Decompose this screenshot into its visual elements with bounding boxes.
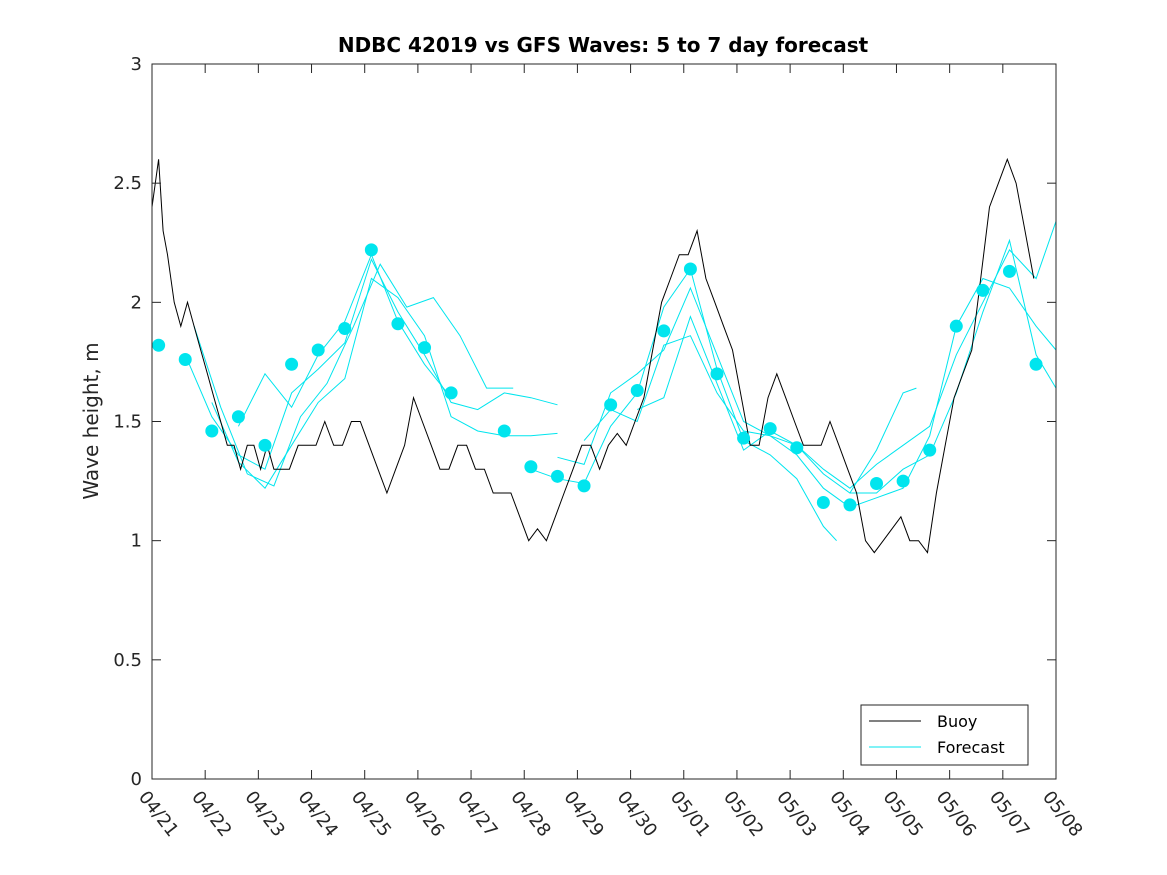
x-tick-label: 04/23 [240, 787, 288, 841]
x-tick-label: 05/01 [666, 787, 714, 841]
legend: Buoy Forecast [860, 704, 1029, 766]
forecast-point [683, 262, 697, 276]
forecast-point [763, 422, 777, 436]
x-tick-label: 05/03 [772, 787, 820, 841]
forecast-point [418, 341, 432, 355]
buoy-line [151, 157, 1035, 554]
y-tick-label: 2 [131, 292, 142, 313]
x-tick-label: 04/27 [453, 787, 501, 841]
forecast-point [870, 476, 884, 490]
forecast-point [1029, 357, 1043, 371]
forecast-line [636, 221, 1057, 489]
legend-label: Forecast [937, 738, 1005, 757]
forecast-point [816, 496, 830, 510]
forecast-line [557, 286, 917, 494]
x-tick-label: 05/08 [1038, 787, 1086, 841]
forecast-point [391, 317, 405, 331]
forecast-point [497, 424, 511, 438]
x-tick-label: 05/07 [985, 787, 1033, 841]
axes-box [151, 63, 1057, 780]
forecast-point [896, 474, 910, 488]
forecast-line [530, 267, 837, 542]
forecast-point [710, 367, 724, 381]
forecast-point [178, 353, 192, 367]
x-tick-label: 05/02 [719, 787, 767, 841]
forecast-point [524, 460, 538, 474]
forecast-point [550, 469, 564, 483]
x-tick-label: 04/22 [187, 787, 235, 841]
y-tick-label: 2.5 [113, 173, 142, 194]
forecast-point [231, 410, 245, 424]
forecast-point [923, 443, 937, 457]
forecast-point [152, 338, 166, 352]
forecast-point [338, 322, 352, 336]
y-axis-label: Wave height, m [79, 342, 103, 499]
x-tick-label: 04/26 [400, 787, 448, 841]
forecast-point [444, 386, 458, 400]
x-tick-label: 05/04 [825, 787, 873, 841]
forecast-line [583, 277, 1057, 508]
forecast-point [577, 479, 591, 493]
plot-area [151, 157, 1057, 554]
y-tick-label: 0.5 [113, 650, 142, 671]
forecast-point [311, 343, 325, 357]
forecast-point [630, 384, 644, 398]
y-tick-label: 1.5 [113, 412, 142, 433]
y-tick-label: 3 [131, 54, 142, 75]
forecast-point [843, 498, 857, 512]
x-tick-label: 04/29 [559, 787, 607, 841]
forecast-point [1002, 264, 1016, 278]
forecast-point [604, 398, 618, 412]
y-tick-label: 0 [131, 769, 142, 790]
x-tick-label: 04/30 [613, 787, 661, 841]
x-tick-label: 05/06 [932, 787, 980, 841]
forecast-point [258, 438, 272, 452]
y-tick-label: 1 [131, 531, 142, 552]
forecast-line [237, 253, 452, 427]
forecast-line [849, 238, 1057, 494]
forecast-point [976, 283, 990, 297]
forecast-point [790, 441, 804, 455]
forecast-point [657, 324, 671, 338]
x-tick-label: 04/25 [347, 787, 395, 841]
x-tick-label: 05/05 [879, 787, 927, 841]
forecast-point [737, 431, 751, 445]
forecast-point [364, 243, 378, 257]
forecast-line [184, 258, 558, 470]
legend-label: Buoy [937, 712, 977, 731]
x-tick-label: 04/24 [294, 787, 342, 841]
forecast-line [193, 263, 514, 487]
x-tick-label: 04/28 [506, 787, 554, 841]
chart-title: NDBC 42019 vs GFS Waves: 5 to 7 day fore… [338, 33, 869, 57]
forecast-point [949, 319, 963, 333]
forecast-point [285, 357, 299, 371]
forecast-point [205, 424, 219, 438]
x-tick-label: 04/21 [134, 787, 182, 841]
legend-box [860, 704, 1029, 766]
